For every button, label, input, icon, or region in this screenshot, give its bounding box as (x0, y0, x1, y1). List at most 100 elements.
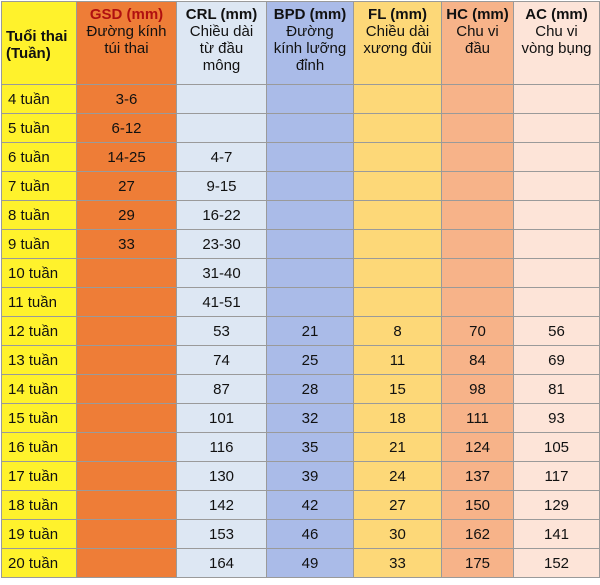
week-cell: 19 tuần (1, 519, 77, 549)
week-cell: 15 tuần (1, 403, 77, 433)
header-title: FL (mm) (368, 6, 427, 23)
header-cell: Tuổi thai (Tuần) (1, 1, 77, 85)
header-title: HC (mm) (446, 6, 509, 23)
header-cell: AC (mm) Chu vi vòng bụng (513, 1, 600, 85)
value-cell: 18 (353, 403, 442, 433)
week-cell: 10 tuần (1, 258, 77, 288)
value-cell: 23-30 (176, 229, 267, 259)
empty-cell (76, 403, 177, 433)
value-cell: 129 (513, 490, 600, 520)
empty-cell (266, 229, 354, 259)
value-cell: 32 (266, 403, 354, 433)
empty-cell (76, 519, 177, 549)
table-row: 5 tuần 6-12 (1, 113, 600, 143)
value-cell: 49 (266, 548, 354, 578)
table-row: 10 tuần 31-40 (1, 258, 600, 288)
empty-cell (441, 200, 514, 230)
value-cell: 105 (513, 432, 600, 462)
table-row: 13 tuần 74 25 11 84 69 (1, 345, 600, 375)
empty-cell (76, 548, 177, 578)
empty-cell (76, 374, 177, 404)
table-body: 4 tuần 3-6 5 tuần 6-12 6 tuần 14-25 4-7 7 tuần 2… (1, 84, 600, 578)
week-cell: 8 tuần (1, 200, 77, 230)
week-cell: 9 tuần (1, 229, 77, 259)
value-cell: 24 (353, 461, 442, 491)
week-cell: 6 tuần (1, 142, 77, 172)
value-cell: 98 (441, 374, 514, 404)
header-title: AC (mm) (525, 6, 588, 23)
header-title: BPD (mm) (273, 6, 347, 23)
header-subtitle: Đường kính lưỡng đỉnh (273, 23, 347, 74)
value-cell: 175 (441, 548, 514, 578)
value-cell: 42 (266, 490, 354, 520)
table-row: 16 tuần 116 35 21 124 105 (1, 432, 600, 462)
value-cell: 111 (441, 403, 514, 433)
empty-cell (441, 113, 514, 143)
value-cell: 93 (513, 403, 600, 433)
header-cell: CRL (mm) Chiều dài từ đầu mông (176, 1, 267, 85)
header-cell: BPD (mm) Đường kính lưỡng đỉnh (266, 1, 354, 85)
value-cell: 27 (76, 171, 177, 201)
empty-cell (353, 287, 442, 317)
header-subtitle: Chiều dài từ đầu mông (189, 23, 254, 74)
value-cell: 56 (513, 316, 600, 346)
empty-cell (176, 84, 267, 114)
week-cell: 14 tuần (1, 374, 77, 404)
week-cell: 16 tuần (1, 432, 77, 462)
table-row: 7 tuần 27 9-15 (1, 171, 600, 201)
value-cell: 116 (176, 432, 267, 462)
empty-cell (353, 113, 442, 143)
value-cell: 81 (513, 374, 600, 404)
value-cell: 74 (176, 345, 267, 375)
value-cell: 152 (513, 548, 600, 578)
empty-cell (353, 229, 442, 259)
empty-cell (76, 490, 177, 520)
empty-cell (76, 258, 177, 288)
value-cell: 153 (176, 519, 267, 549)
value-cell: 35 (266, 432, 354, 462)
empty-cell (441, 229, 514, 259)
table-row: 19 tuần 153 46 30 162 141 (1, 519, 600, 549)
header-cell: GSD (mm) Đường kính túi thai (76, 1, 177, 85)
value-cell: 130 (176, 461, 267, 491)
header-cell: FL (mm) Chiều dài xương đùi (353, 1, 442, 85)
value-cell: 27 (353, 490, 442, 520)
value-cell: 4-7 (176, 142, 267, 172)
empty-cell (266, 171, 354, 201)
header-title: GSD (mm) (89, 6, 164, 23)
week-cell: 18 tuần (1, 490, 77, 520)
table-row: 11 tuần 41-51 (1, 287, 600, 317)
week-cell: 17 tuần (1, 461, 77, 491)
value-cell: 31-40 (176, 258, 267, 288)
empty-cell (513, 287, 600, 317)
value-cell: 21 (266, 316, 354, 346)
value-cell: 39 (266, 461, 354, 491)
value-cell: 15 (353, 374, 442, 404)
empty-cell (266, 113, 354, 143)
value-cell: 30 (353, 519, 442, 549)
header-subtitle: Đường kính túi thai (86, 23, 167, 57)
empty-cell (513, 113, 600, 143)
week-cell: 4 tuần (1, 84, 77, 114)
table-row: 20 tuần 164 49 33 175 152 (1, 548, 600, 578)
empty-cell (513, 258, 600, 288)
empty-cell (76, 316, 177, 346)
value-cell: 84 (441, 345, 514, 375)
value-cell: 141 (513, 519, 600, 549)
value-cell: 69 (513, 345, 600, 375)
week-cell: 13 tuần (1, 345, 77, 375)
table-row: 9 tuần 33 23-30 (1, 229, 600, 259)
value-cell: 11 (353, 345, 442, 375)
value-cell: 150 (441, 490, 514, 520)
empty-cell (441, 258, 514, 288)
empty-cell (266, 142, 354, 172)
table-row: 8 tuần 29 16-22 (1, 200, 600, 230)
empty-cell (266, 84, 354, 114)
value-cell: 164 (176, 548, 267, 578)
empty-cell (266, 287, 354, 317)
empty-cell (176, 113, 267, 143)
value-cell: 6-12 (76, 113, 177, 143)
empty-cell (353, 84, 442, 114)
header-row: Tuổi thai (Tuần) GSD (mm) Đường kính túi t… (1, 1, 600, 85)
value-cell: 162 (441, 519, 514, 549)
